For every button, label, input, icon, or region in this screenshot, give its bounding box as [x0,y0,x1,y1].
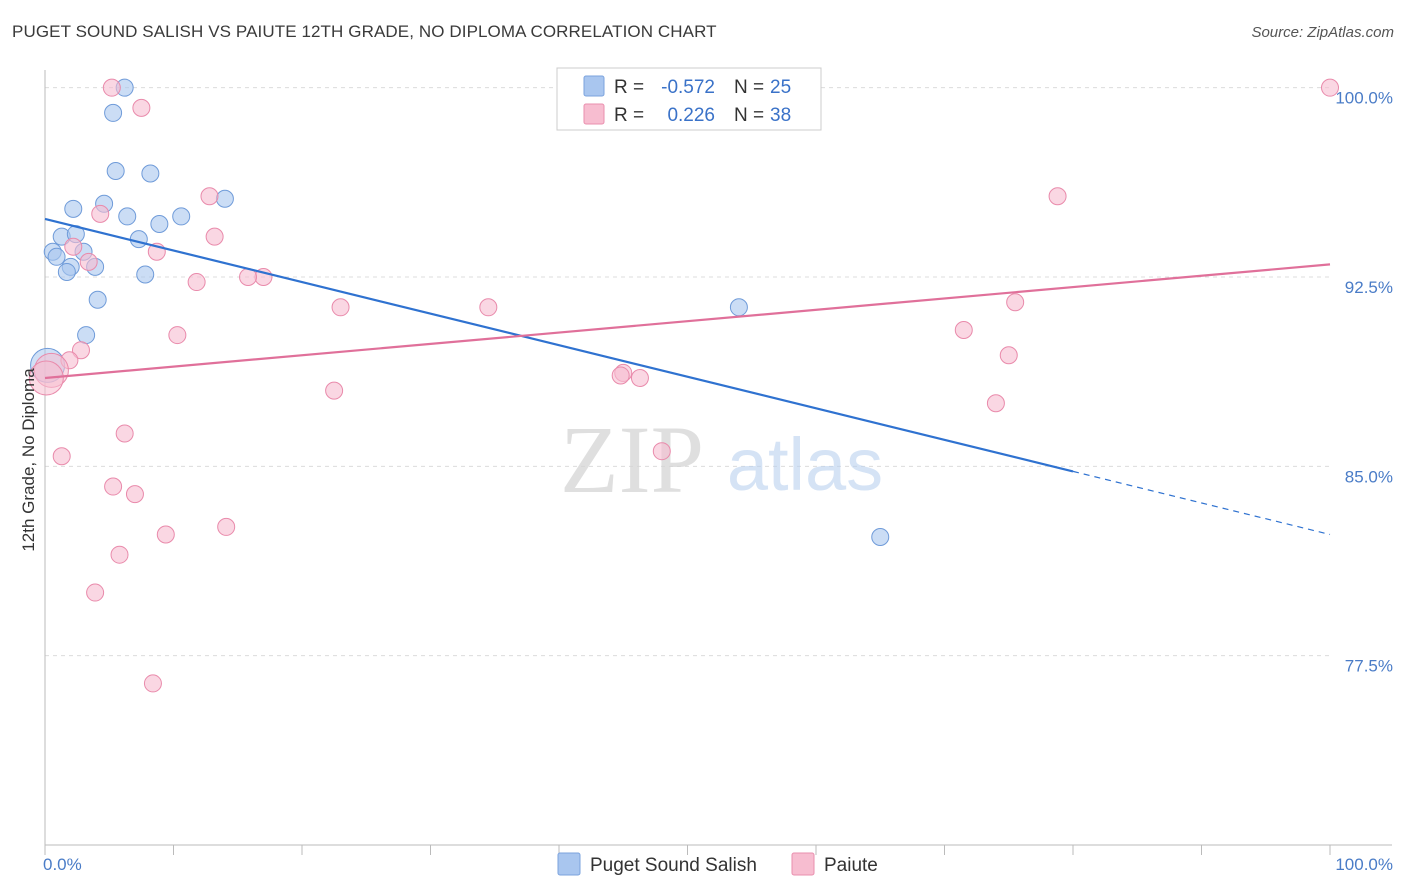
bottom-legend-label-0: Puget Sound Salish [590,855,757,876]
legend-n-label-1: N = [734,105,764,126]
watermark: ZIP atlas [560,406,883,513]
point-paiute-32 [125,485,144,504]
y-tick-label-0: 100.0% [1335,89,1393,108]
point-puget-sound-salish-5 [64,199,83,218]
point-paiute-3 [200,187,219,206]
point-puget-sound-salish-1 [104,103,123,122]
x-tick-label-1: 100.0% [1335,855,1393,874]
point-puget-sound-salish-9 [150,214,169,233]
point-paiute-26 [325,381,344,400]
point-puget-sound-salish-15 [47,247,66,266]
point-puget-sound-salish-18 [57,262,76,281]
legend-r-value-0: -0.572 [661,77,715,98]
point-paiute-33 [217,517,236,536]
legend: R = -0.572 N = 25 R = 0.226 N = 38 [556,67,822,131]
bottom-legend-label-1: Paiute [824,855,878,876]
y-tick-label-3: 77.5% [1345,657,1393,676]
point-puget-sound-salish-2 [106,161,125,180]
tick-labels: 100.0% 92.5% 85.0% 77.5% 0.0% 100.0% 12th Grad… [19,89,1393,874]
y-axis-label: 12th Grade, No Diploma [19,368,38,552]
point-puget-sound-salish-21 [77,326,96,345]
axes [44,70,1392,855]
chart-title: PUGET SOUND SALISH VS PAIUTE 12TH GRADE,… [12,22,717,41]
point-paiute-16 [954,321,973,340]
point-paiute-24 [630,368,649,387]
point-paiute-14 [331,298,350,317]
bottom-legend: Puget Sound Salish Paiute [557,852,878,876]
point-puget-sound-salish-3 [141,164,160,183]
point-paiute-9 [79,252,98,271]
point-puget-sound-salish-6 [215,189,234,208]
point-puget-sound-salish-12 [129,230,148,249]
legend-r-value-1: 0.226 [667,105,715,126]
point-paiute-28 [115,424,134,443]
point-paiute-1 [132,98,151,117]
data-points [28,78,1339,693]
trend-line-paiute [44,263,1331,380]
point-puget-sound-salish-19 [136,265,155,284]
bottom-legend-swatch-1 [791,852,815,876]
point-paiute-13 [1006,293,1025,312]
point-paiute-34 [156,525,175,544]
source-label: Source: ZipAtlas.com [1251,24,1394,41]
watermark-zip: ZIP [560,406,704,513]
point-paiute-15 [479,298,498,317]
trend-line-dashed-puget-sound-salish [1072,470,1331,536]
trend-lines [44,217,1331,536]
point-puget-sound-salish-8 [172,207,191,226]
point-paiute-27 [986,394,1005,413]
point-paiute-18 [71,341,90,360]
legend-r-label-1: R = [614,105,644,126]
y-tick-label-1: 92.5% [1345,278,1393,297]
point-paiute-30 [52,447,71,466]
grid-lines [45,87,1330,657]
point-paiute-36 [86,583,105,602]
legend-n-value-0: 25 [770,77,791,98]
point-paiute-31 [104,477,123,496]
point-paiute-2 [1321,78,1339,97]
point-paiute-17 [168,326,187,345]
x-tick-label-0: 0.0% [43,855,82,874]
legend-swatch-1 [583,103,605,125]
point-paiute-0 [102,78,121,97]
point-puget-sound-salish-20 [88,290,107,309]
legend-swatch-0 [583,75,605,97]
point-paiute-29 [652,442,671,461]
legend-n-label-0: N = [734,77,764,98]
point-paiute-5 [1048,187,1067,206]
point-paiute-25 [611,366,630,385]
watermark-atlas: atlas [727,423,883,506]
legend-r-label-0: R = [614,77,644,98]
point-puget-sound-salish-24 [871,528,890,547]
point-paiute-7 [64,237,83,256]
point-paiute-37 [143,674,162,693]
point-paiute-6 [205,227,224,246]
y-tick-label-2: 85.0% [1345,467,1393,486]
bottom-legend-swatch-0 [557,852,581,876]
point-puget-sound-salish-23 [729,298,748,317]
legend-n-value-1: 38 [770,105,791,126]
trend-line-puget-sound-salish [44,217,1074,473]
point-puget-sound-salish-7 [118,207,137,226]
point-paiute-35 [110,545,129,564]
point-paiute-12 [187,273,206,292]
point-paiute-19 [999,346,1018,365]
point-paiute-4 [91,204,110,223]
